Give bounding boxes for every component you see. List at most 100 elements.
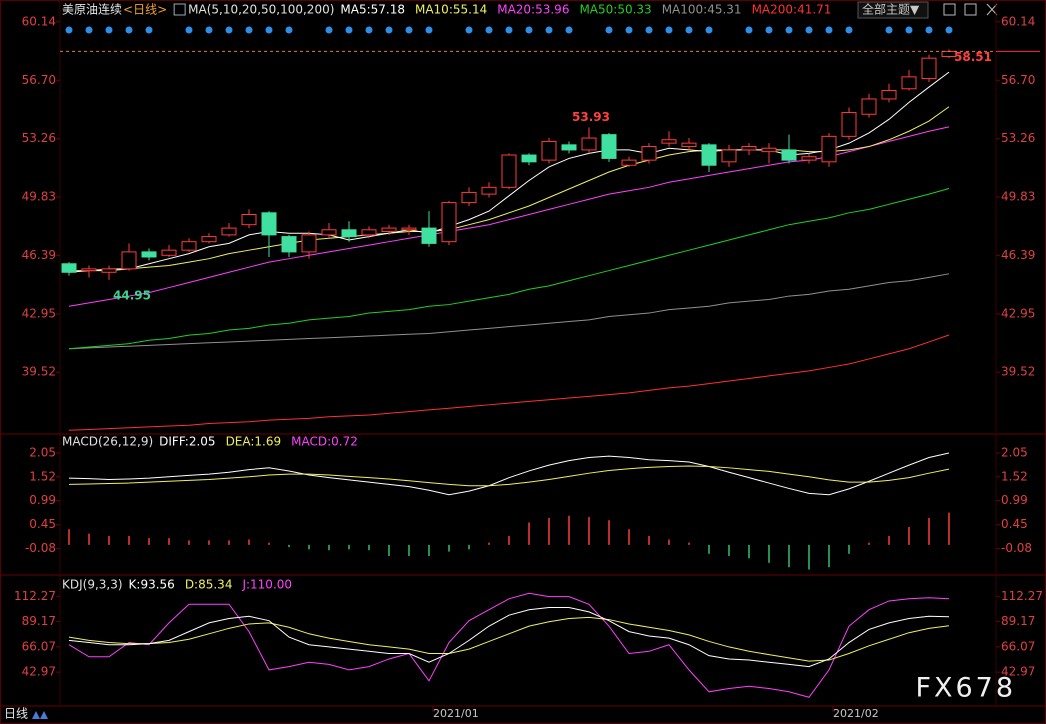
candle-body	[641, 146, 657, 161]
event-dot	[705, 26, 713, 34]
legend-entry: MA50:50.33	[579, 3, 651, 17]
y-tick-label: 66.07	[1001, 639, 1035, 653]
symbol: 美原油连续	[62, 2, 122, 17]
candle-body	[81, 268, 97, 272]
candle-body	[741, 146, 757, 151]
indicator-line	[68, 188, 950, 350]
candle-body	[721, 149, 737, 163]
event-dot	[465, 26, 473, 34]
watermark: FX678	[915, 673, 1016, 704]
legend-entry: MA200:41.71	[752, 3, 832, 17]
event-dot	[65, 26, 73, 34]
candle-body	[861, 98, 877, 115]
candle-body	[141, 251, 157, 258]
candle-body	[581, 137, 597, 151]
candle-body	[361, 229, 377, 236]
candle-body	[781, 149, 797, 161]
event-dot	[885, 26, 893, 34]
legend-entry: MA5:57.18	[340, 3, 405, 17]
low-label: 44.95	[113, 288, 151, 302]
y-tick-label: 89.17	[22, 614, 56, 628]
y-tick-label: 0.45	[29, 517, 56, 531]
y-tick-label: 53.26	[22, 131, 56, 145]
y-tick-label: 46.39	[1001, 248, 1035, 262]
legend-entry: MA20:53.96	[497, 3, 569, 17]
event-dot	[825, 26, 833, 34]
candle-body	[521, 154, 537, 163]
indicator-line	[68, 616, 950, 662]
event-dot	[105, 26, 113, 34]
event-dot	[405, 26, 413, 34]
y-tick-label: 60.14	[1001, 14, 1035, 28]
event-dot	[85, 26, 93, 34]
indicator-line	[68, 71, 950, 273]
y-tick-label: 42.95	[22, 306, 56, 320]
legend-entry: DIFF:2.05	[159, 435, 215, 449]
theme-button[interactable]	[857, 1, 929, 19]
candle-body	[621, 159, 637, 166]
legend-entry: J:110.00	[241, 578, 292, 592]
event-dot	[145, 26, 153, 34]
legend-entry: D:85.34	[185, 578, 233, 592]
y-tick-label: 1.52	[1001, 469, 1028, 483]
legend-entry: MACD:0.72	[291, 435, 358, 449]
indicator-line	[68, 126, 950, 307]
candle-body	[921, 57, 937, 80]
indicator-line	[68, 465, 950, 487]
candle-body	[541, 140, 557, 161]
candle-body	[281, 236, 297, 253]
y-tick-label: 39.52	[22, 365, 56, 379]
event-dot	[745, 26, 753, 34]
icon-settings[interactable]	[964, 3, 977, 16]
icon-window[interactable]	[943, 3, 956, 16]
event-dot	[345, 26, 353, 34]
y-tick-label: 89.17	[1001, 614, 1035, 628]
y-tick-label: 0.99	[1001, 493, 1028, 507]
indicator-line	[68, 452, 950, 496]
y-tick-label: 56.70	[22, 73, 56, 87]
event-dot	[785, 26, 793, 34]
y-tick-label: 56.70	[1001, 73, 1035, 87]
event-dot	[545, 26, 553, 34]
event-dot	[625, 26, 633, 34]
candle-body	[121, 251, 137, 270]
event-dot	[945, 26, 953, 34]
footer-period[interactable]: 日线	[4, 707, 28, 721]
event-dot	[805, 26, 813, 34]
high-label: 53.93	[572, 110, 610, 124]
y-tick-label: 0.45	[1001, 517, 1028, 531]
theme-label[interactable]: 全部主题▼	[862, 2, 920, 17]
candle-body	[701, 144, 717, 166]
y-tick-label: 42.97	[22, 665, 56, 679]
indicator-line	[68, 607, 950, 668]
candle-body	[221, 227, 237, 236]
event-dot	[765, 26, 773, 34]
candle-body	[601, 134, 617, 159]
y-tick-label: 49.83	[22, 190, 56, 204]
event-dot	[645, 26, 653, 34]
candle-body	[561, 144, 577, 151]
legend-entry: MA10:55.14	[415, 3, 487, 17]
candle-body	[441, 202, 457, 243]
y-tick-label: 53.26	[1001, 131, 1035, 145]
period: <日线>	[123, 3, 167, 17]
indicator-title: MACD(26,12,9)	[62, 435, 153, 449]
high-label: 58.51	[954, 50, 992, 64]
candle-body	[301, 234, 317, 253]
indicator-line	[69, 106, 950, 272]
y-tick-label: 112.27	[1001, 589, 1043, 603]
event-dot	[525, 26, 533, 34]
event-dot	[365, 26, 373, 34]
event-dot	[925, 26, 933, 34]
y-tick-label: 112.27	[14, 589, 56, 603]
indicator-title: MA(5,10,20,50,100,200)	[188, 3, 334, 17]
candle-body	[501, 154, 517, 188]
event-dot	[665, 26, 673, 34]
indicator-line	[68, 334, 950, 431]
scroll-arrows[interactable]	[32, 711, 48, 719]
candle-body	[841, 112, 857, 137]
candle-body	[241, 214, 257, 226]
candle-body	[341, 229, 357, 238]
